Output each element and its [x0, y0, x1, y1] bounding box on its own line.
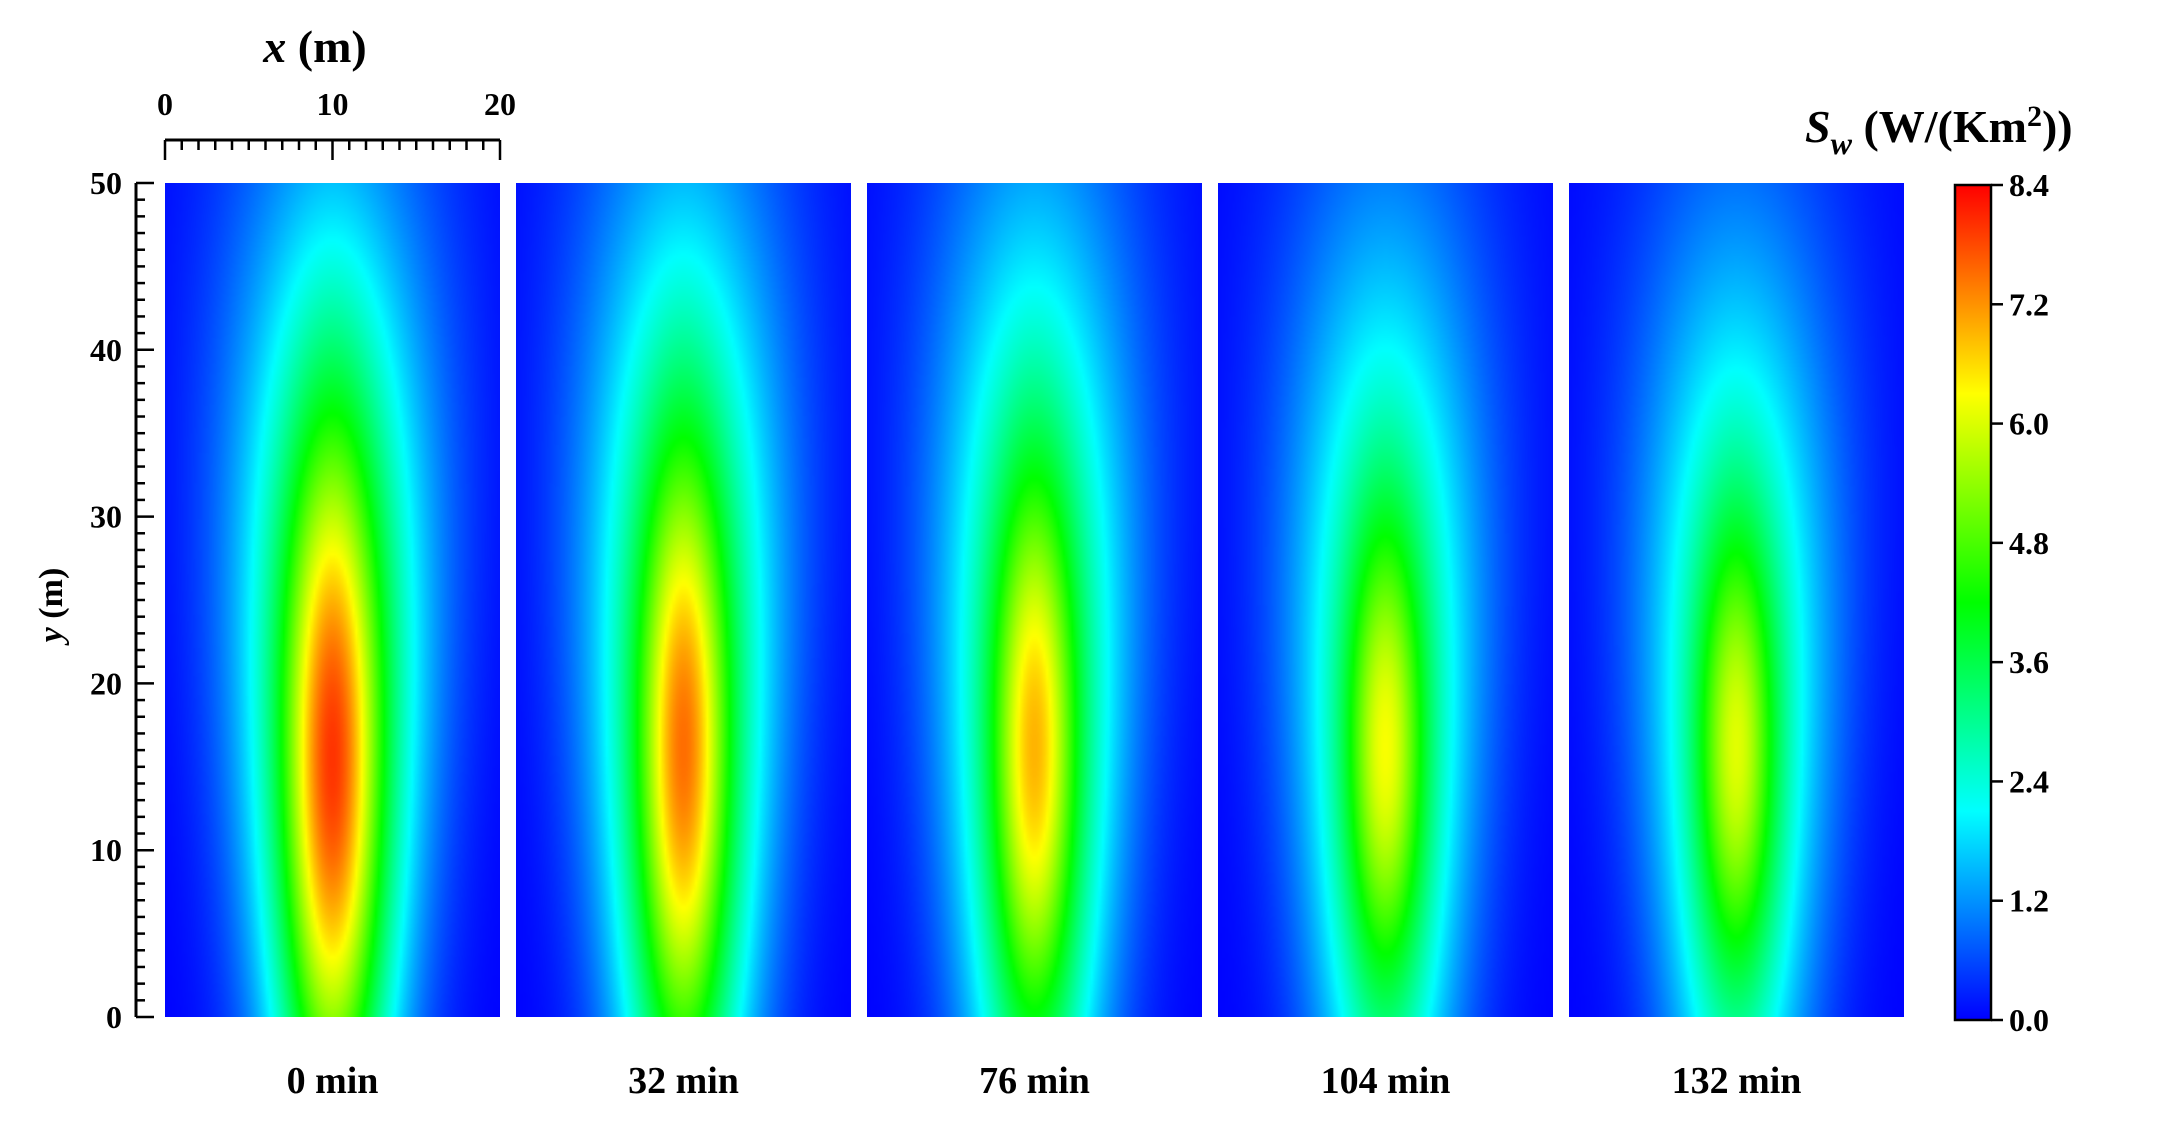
colorbar-tick-label: 4.8: [2009, 525, 2049, 561]
colorbar-tick-label: 1.2: [2009, 883, 2049, 919]
y-tick-label: 50: [90, 165, 122, 201]
panel-time-label: 104 min: [1321, 1060, 1451, 1102]
y-axis: 0 10 20 30 40 50: [90, 165, 154, 1035]
panel-time-label: 0 min: [287, 1060, 379, 1102]
y-tick-label: 40: [90, 332, 122, 368]
colorbar-tick-label: 7.2: [2009, 286, 2049, 322]
panel-time-label: 132 min: [1672, 1060, 1802, 1102]
x-tick-label: 0: [157, 86, 173, 122]
x-axis-title: x (m): [262, 21, 366, 72]
colorbar-tick-label: 0.0: [2009, 1002, 2049, 1038]
colorbar-gradient: [1953, 183, 1993, 1022]
colorbar: 0.0 1.2 2.4 3.6 4.8 6.0 7.2 8.4: [1953, 167, 2049, 1038]
heatmap-panel: [1569, 183, 1904, 1017]
x-tick-label: 10: [317, 86, 349, 122]
x-axis: 0 10 20: [157, 86, 516, 160]
panel-time-label: 32 min: [628, 1060, 739, 1102]
colorbar-title: Sw (W/(Km2)): [1805, 100, 2073, 161]
colorbar-tick-label: 8.4: [2009, 167, 2049, 203]
y-tick-label: 20: [90, 665, 122, 701]
heatmap-panel: [1218, 183, 1553, 1017]
heatmap-panel: [516, 183, 851, 1017]
heatmap-panels: 0 min 32 min 76 min 104 min 132 min: [165, 183, 1904, 1102]
y-tick-label: 30: [90, 499, 122, 535]
colorbar-tick-label: 2.4: [2009, 763, 2049, 799]
x-tick-label: 20: [484, 86, 516, 122]
y-tick-label: 0: [106, 999, 122, 1035]
y-tick-label: 10: [90, 832, 122, 868]
heatmap-panel: [867, 183, 1202, 1017]
panel-time-label: 76 min: [979, 1060, 1090, 1102]
colorbar-tick-label: 3.6: [2009, 644, 2049, 680]
heatmap-panel: [165, 183, 500, 1017]
y-axis-title: y (m): [33, 568, 70, 647]
colorbar-tick-label: 6.0: [2009, 406, 2049, 442]
